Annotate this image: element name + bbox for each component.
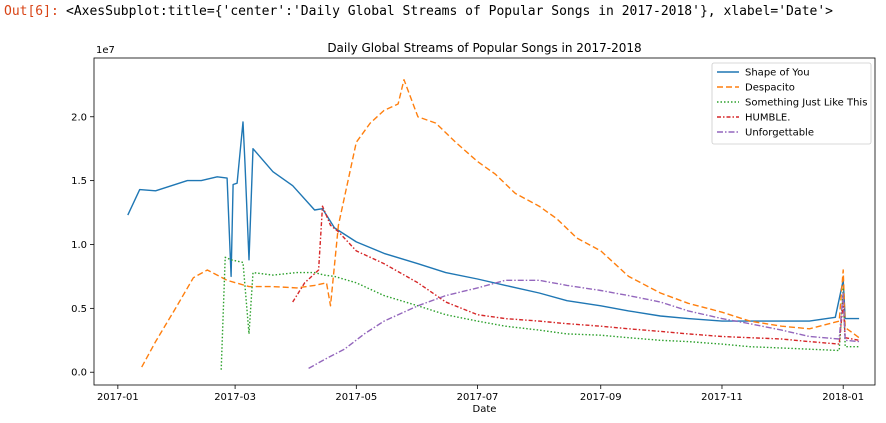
- x-tick-label: 2017-07: [457, 392, 499, 403]
- x-axis-label: Date: [473, 404, 497, 415]
- y-axis: 0.0 0.5 1.0 1.5 2.0: [71, 112, 94, 379]
- y-axis-multiplier: 1e7: [96, 45, 115, 56]
- x-tick-label: 2017-09: [580, 392, 622, 403]
- series-line-humble: [292, 205, 860, 345]
- y-tick-label: 2.0: [71, 112, 87, 123]
- x-tick-label: 2018-01: [822, 392, 864, 403]
- legend-label: HUMBLE.: [745, 113, 790, 124]
- series-line-something-just-like-this: [220, 256, 860, 370]
- y-tick-label: 0.5: [71, 304, 87, 315]
- legend-label: Despacito: [745, 83, 795, 94]
- chart-title: Daily Global Streams of Popular Songs in…: [327, 41, 641, 55]
- series-layer: [127, 78, 860, 370]
- legend: Shape of You Despacito Something Just Like…: [711, 62, 872, 145]
- output-prompt: Out[6]:: [4, 4, 59, 19]
- x-tick-label: 2017-03: [214, 392, 256, 403]
- x-tick-label: 2017-01: [97, 392, 139, 403]
- series-line-unforgettable: [308, 279, 860, 370]
- legend-label: Unforgettable: [745, 128, 814, 139]
- y-tick-label: 0.0: [71, 368, 87, 379]
- y-tick-label: 1.5: [71, 176, 87, 187]
- output-repr-text: <AxesSubplot:title={'center':'Daily Glob…: [66, 4, 834, 19]
- series-line-despacito: [141, 78, 860, 368]
- x-tick-label: 2017-11: [701, 392, 743, 403]
- legend-label: Shape of You: [745, 68, 810, 79]
- legend-box: [711, 62, 872, 145]
- y-tick-label: 1.0: [71, 240, 87, 251]
- cell-output-row: Out[6]: <AxesSubplot:title={'center':'Da…: [0, 4, 886, 24]
- x-axis: 2017-01 2017-03 2017-05 2017-07 2017-09 2017-…: [97, 385, 864, 403]
- x-tick-label: 2017-05: [335, 392, 377, 403]
- legend-label: Something Just Like This: [745, 98, 867, 109]
